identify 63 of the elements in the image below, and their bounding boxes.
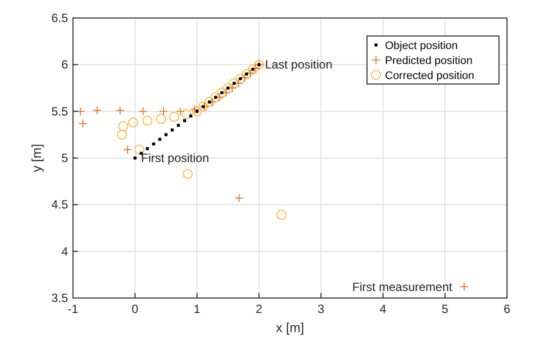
point — [276, 210, 286, 220]
point — [142, 116, 152, 126]
point — [78, 118, 88, 128]
point — [189, 114, 192, 118]
annotation: First measurement — [352, 280, 453, 294]
y-tick-label: 4.5 — [51, 198, 68, 212]
point — [159, 106, 168, 116]
x-axis-title: x [m] — [276, 320, 304, 335]
point — [156, 114, 166, 124]
y-tick-label: 6 — [61, 58, 68, 72]
point — [158, 138, 162, 141]
point — [183, 119, 186, 122]
point — [242, 69, 252, 79]
point — [223, 83, 233, 93]
y-tick-label: 5.5 — [51, 104, 68, 118]
point — [116, 130, 127, 140]
point — [176, 124, 180, 127]
point — [216, 88, 227, 98]
legend-label: Corrected position — [385, 70, 474, 82]
point — [182, 168, 193, 179]
point — [176, 106, 185, 116]
x-tick-label: 1 — [194, 302, 201, 316]
x-tick-label: 2 — [256, 302, 263, 316]
point — [181, 109, 192, 120]
point — [190, 104, 200, 114]
point — [123, 145, 132, 154]
y-tick-label: 3.5 — [51, 291, 68, 305]
x-tick-label: 0 — [132, 302, 139, 316]
point — [76, 106, 85, 116]
y-tick-label: 4 — [61, 244, 68, 258]
point — [138, 106, 148, 116]
point — [170, 128, 174, 132]
point — [169, 112, 180, 122]
point — [116, 106, 125, 115]
point — [192, 106, 202, 116]
point — [460, 282, 469, 292]
point — [229, 78, 240, 88]
y-tick-label: 6.5 — [51, 11, 68, 25]
y-axis-title: y [m] — [29, 144, 44, 172]
point — [204, 97, 214, 107]
x-tick-label: -1 — [68, 302, 79, 316]
x-tick-label: 5 — [442, 302, 449, 316]
point — [128, 118, 138, 128]
y-tick-label: 5 — [61, 151, 68, 165]
legend-label: Object position — [385, 40, 458, 52]
annotation: First position — [141, 151, 210, 165]
point — [146, 147, 149, 150]
point — [164, 133, 168, 136]
point — [235, 74, 246, 84]
x-tick-label: 3 — [318, 302, 325, 316]
annotation: Last position — [265, 58, 332, 72]
point — [210, 92, 221, 102]
point — [134, 156, 136, 160]
point — [92, 106, 102, 115]
point — [240, 73, 250, 82]
legend-label: Predicted position — [385, 55, 472, 67]
x-tick-label: 4 — [380, 302, 387, 316]
x-tick-label: 6 — [504, 302, 511, 316]
point — [152, 142, 156, 146]
point — [248, 64, 258, 74]
point — [234, 194, 244, 203]
point — [118, 121, 128, 132]
point — [134, 144, 144, 155]
